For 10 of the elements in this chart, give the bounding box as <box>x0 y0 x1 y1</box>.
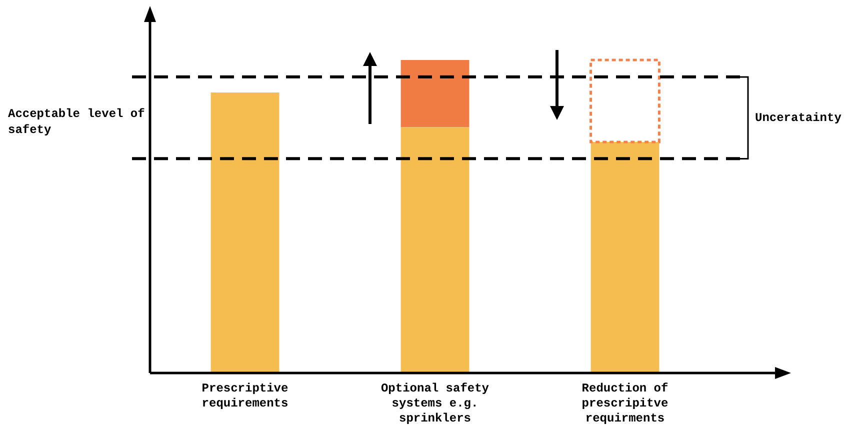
bar <box>590 142 660 373</box>
x-tick-label: Reduction of prescripitve requirments <box>582 382 668 426</box>
text: Unceratainty <box>755 110 842 125</box>
x-tick-label: Prescriptive requirements <box>202 382 288 411</box>
x-tick-label: Optional safety systems e.g. sprinklers <box>380 382 490 426</box>
bar <box>400 60 470 128</box>
annotation: Acceptable level of safety <box>8 107 145 138</box>
bar <box>590 58 660 144</box>
bar <box>400 127 470 373</box>
bar <box>210 92 280 373</box>
